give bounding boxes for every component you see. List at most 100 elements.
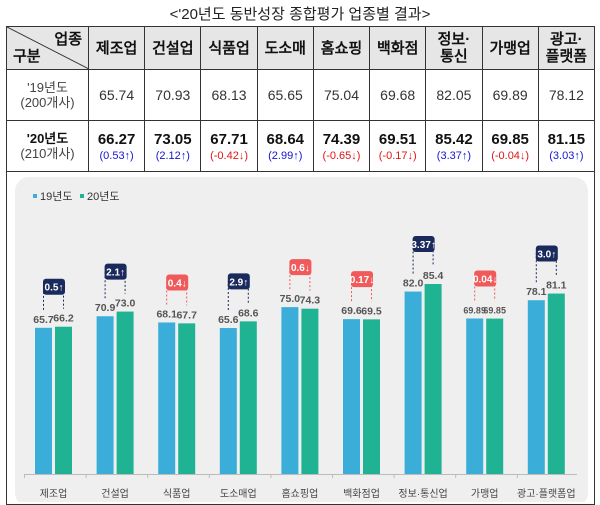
score-2020-cell: 66.27 (0.53↑) xyxy=(87,120,146,172)
data-label: 78.1 xyxy=(526,286,547,298)
header-cell: 도소매 xyxy=(256,26,314,70)
corner-category-label: 구분 xyxy=(13,48,41,65)
change-badge-label: 2.9↑ xyxy=(229,277,248,288)
change-badge xyxy=(535,245,558,262)
score-change: (3.03↑) xyxy=(549,149,584,162)
header-cell: 가맹업 xyxy=(481,26,539,70)
row-label-2019: '19년도 (200개사) xyxy=(6,69,89,121)
legend-label-19: 19년도 xyxy=(40,190,72,203)
x-tick-label: 도소매업 xyxy=(220,487,257,500)
row-year: '19년도 xyxy=(27,80,68,95)
score-change: (3.37↑) xyxy=(436,149,472,162)
row-count: (210개사) xyxy=(20,146,75,161)
score-2019: 69.68 xyxy=(369,69,427,121)
header-cell: 식품업 xyxy=(200,26,258,70)
data-label: 81.1 xyxy=(546,280,567,292)
change-badge xyxy=(104,263,127,280)
x-tick-label: 건설업 xyxy=(101,487,129,500)
header-cell: 백화점 xyxy=(369,26,427,70)
header-row: 업종 구분 제조업 건설업 식품업 도소매 홈쇼핑 백화점 정보· 통신 가맹업… xyxy=(6,26,596,70)
data-label: 73.0 xyxy=(115,298,136,310)
score-2020-cell: 73.05 (2.12↑) xyxy=(144,120,202,172)
x-tick-label: 가맹업 xyxy=(471,487,499,500)
corner-industry-label: 업종 xyxy=(54,31,82,48)
header-cell: 광고· 플랫폼 xyxy=(537,26,596,70)
change-badge xyxy=(166,274,189,291)
score-change: (2.99↑) xyxy=(268,149,303,162)
score-change: (2.12↑) xyxy=(155,149,190,162)
bar-2020 xyxy=(424,283,442,474)
score-2020-cell: 81.15 (3.03↑) xyxy=(537,120,596,172)
score-2020: 73.05 xyxy=(154,130,192,148)
change-badge-label: 0.4↓ xyxy=(168,278,187,289)
bar-2020 xyxy=(178,323,196,474)
data-label: 68.1 xyxy=(156,308,177,320)
score-2019: 65.65 xyxy=(256,69,314,121)
change-badge-label: 3.0↑ xyxy=(537,250,556,261)
score-2020: 66.27 xyxy=(97,130,136,148)
x-tick-label: 광고·플랫폼업 xyxy=(517,487,576,500)
bar-2019 xyxy=(404,291,422,474)
score-change: (-0.17↓) xyxy=(378,149,417,162)
score-2019: 75.04 xyxy=(312,69,371,121)
bar-2020 xyxy=(363,319,380,474)
x-tick-label: 식품업 xyxy=(163,487,191,500)
data-label: 69.85 xyxy=(483,306,506,316)
data-label: 75.0 xyxy=(280,293,301,305)
change-badge xyxy=(412,235,435,252)
data-label: 74.3 xyxy=(300,295,321,307)
score-change: (0.53↑) xyxy=(99,149,134,162)
change-badge xyxy=(474,270,497,287)
change-badge-label: 0.04↓ xyxy=(473,274,497,285)
header-cell: 건설업 xyxy=(144,26,202,70)
data-label: 82.0 xyxy=(403,278,424,290)
bar-2019 xyxy=(35,327,52,474)
bar-2019 xyxy=(96,316,114,474)
data-label: 65.7 xyxy=(33,314,54,326)
change-bracket xyxy=(412,243,434,274)
bar-2020 xyxy=(239,321,257,474)
score-2020-cell: 68.64 (2.99↑) xyxy=(256,120,314,172)
score-2020-cell: 67.71 (-0.42↓) xyxy=(200,120,258,172)
data-label: 70.9 xyxy=(95,302,116,314)
change-badge xyxy=(43,278,65,295)
bar-2020 xyxy=(301,308,319,474)
change-badge-label: 3.37↑ xyxy=(411,240,435,251)
score-2019: 68.13 xyxy=(200,69,258,121)
x-tick-label: 백화점업 xyxy=(343,487,380,500)
data-label: 65.6 xyxy=(218,314,239,326)
change-badge-label: 0.6↓ xyxy=(291,263,310,274)
score-2020-cell: 74.39 (-0.65↓) xyxy=(312,120,371,172)
bar-2020 xyxy=(547,293,565,474)
data-label: 69.5 xyxy=(361,305,382,317)
legend-marker-20 xyxy=(80,194,84,198)
legend-label-20: 20년도 xyxy=(87,190,119,203)
change-badge xyxy=(351,271,373,288)
score-2020: 69.85 xyxy=(491,130,529,148)
score-change: (-0.42↓) xyxy=(210,149,248,162)
score-change: (-0.65↓) xyxy=(322,149,361,162)
change-badge-label: 2.1↑ xyxy=(106,268,125,279)
change-badge-label: 0.5↑ xyxy=(45,283,64,294)
header-cell: 제조업 xyxy=(87,26,146,70)
bar-2020 xyxy=(486,318,504,474)
row-2019: '19년도 (200개사) 65.74 70.93 68.13 65.65 75.04 69… xyxy=(6,69,596,121)
change-badge-label: 0.17↓ xyxy=(350,275,374,286)
score-2020: 85.42 xyxy=(435,130,473,148)
bar-2019 xyxy=(281,307,299,474)
bar-2020 xyxy=(55,326,72,474)
data-label: 69.89 xyxy=(463,305,486,315)
data-label: 85.4 xyxy=(423,270,444,282)
bar-2020 xyxy=(116,311,134,474)
x-tick-label: 제조업 xyxy=(40,487,68,500)
row-year: '20년도 xyxy=(26,131,69,146)
score-2020: 68.64 xyxy=(266,130,305,148)
diagonal-line xyxy=(7,27,89,69)
legend-marker-19 xyxy=(33,194,37,198)
data-label: 67.7 xyxy=(176,309,197,321)
bar-2019 xyxy=(343,319,360,474)
score-2020-cell: 69.85 (-0.04↓) xyxy=(481,120,539,172)
row-count: (200개사) xyxy=(20,95,75,110)
score-2019: 78.12 xyxy=(537,69,596,121)
